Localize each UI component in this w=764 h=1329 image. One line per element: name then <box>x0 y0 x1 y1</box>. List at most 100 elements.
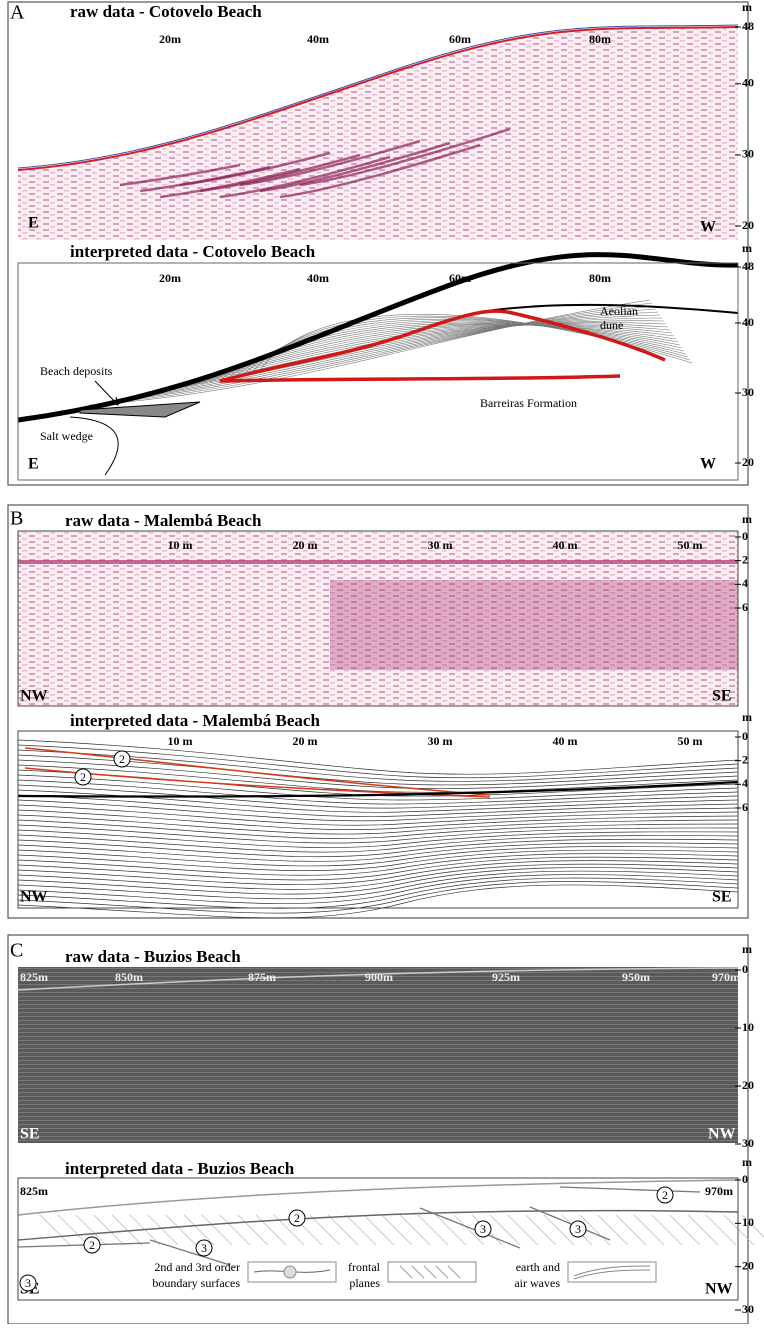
distance-label: 10 m <box>168 538 193 552</box>
legend-label: 2nd and 3rd order <box>154 1260 240 1274</box>
section-title: interpreted data - Cotovelo Beach <box>70 242 316 261</box>
depth-label: 0 <box>742 962 748 976</box>
frame <box>17 730 739 909</box>
direction-label: NW <box>20 688 48 705</box>
radargram-texture <box>18 28 738 240</box>
stratum <box>17 834 739 853</box>
annotation: Aeolian <box>600 304 638 318</box>
annotation: dune <box>600 318 623 332</box>
stratum <box>17 867 739 895</box>
depth-label: 30 <box>742 147 754 161</box>
distance-label: 50 m <box>678 734 703 748</box>
depth-label: 2 <box>742 752 748 766</box>
frontal-plane <box>57 1214 89 1246</box>
section-bg <box>18 263 738 480</box>
distance-label: 900m <box>365 970 393 984</box>
legend-label: planes <box>349 1276 380 1290</box>
distance-label: 20 m <box>293 538 318 552</box>
stratum <box>17 749 739 782</box>
distance-label: 30 m <box>428 734 453 748</box>
stratum <box>105 305 655 403</box>
depth-label: 6 <box>742 600 748 614</box>
frontal-plane <box>543 1214 575 1246</box>
stratum <box>17 814 739 835</box>
stratum <box>17 799 739 822</box>
frontal-plane <box>363 1214 395 1246</box>
frontal-plane <box>255 1214 287 1246</box>
stratum <box>17 774 739 801</box>
frontal-plane <box>453 1214 485 1246</box>
frontal-plane <box>165 1214 197 1246</box>
depth-label: 30 <box>742 385 754 399</box>
frontal-plane <box>345 1214 377 1246</box>
annotation: Barreiras Formation <box>480 396 577 410</box>
frame <box>17 530 739 707</box>
surface <box>17 967 739 991</box>
frontal-plane <box>615 1214 647 1246</box>
order-marker-label: 3 <box>25 1276 31 1290</box>
stratum <box>89 299 651 406</box>
distance-label: 825m <box>20 1184 48 1198</box>
direction-label: NW <box>705 1281 733 1298</box>
stratum <box>129 314 661 398</box>
direction-label: SE <box>712 889 732 906</box>
frontal-plane <box>525 1214 557 1246</box>
section-image <box>17 530 739 707</box>
distance-label: 60m <box>449 271 471 285</box>
frontal-plane <box>309 1214 341 1246</box>
direction-label: E <box>28 215 39 232</box>
legend-swatch <box>567 1261 657 1283</box>
direction-label: SE <box>20 1126 40 1143</box>
reflector <box>299 127 511 187</box>
stratum <box>17 853 739 876</box>
distance-label: 10 m <box>168 734 193 748</box>
panel-frame <box>7 1 749 486</box>
dune-base <box>479 303 739 314</box>
direction-label: W <box>700 219 716 236</box>
depth-label: 48 <box>742 259 754 273</box>
stratum <box>113 308 657 401</box>
frontal-plane <box>597 1214 629 1246</box>
section-image <box>17 24 739 240</box>
legend-line <box>399 1265 413 1279</box>
depth-label: 6 <box>742 800 748 814</box>
distance-label: 30 m <box>428 538 453 552</box>
stratum <box>17 739 739 775</box>
stratum <box>97 302 653 404</box>
direction-label: NW <box>20 889 48 906</box>
distance-label: 20m <box>159 32 181 46</box>
stratum <box>17 874 739 904</box>
section-title: interpreted data - Malembá Beach <box>70 711 320 730</box>
frontal-plane <box>705 1214 737 1246</box>
legend-line <box>447 1265 461 1279</box>
legend-line <box>573 1265 651 1277</box>
legend-label: air waves <box>514 1276 560 1290</box>
distance-label: 875m <box>248 970 276 984</box>
frontal-plane <box>435 1214 467 1246</box>
frontal-plane <box>723 1214 755 1246</box>
frontal-plane <box>381 1214 413 1246</box>
order-marker-label: 3 <box>575 1222 581 1236</box>
order-marker <box>19 1274 37 1292</box>
stratum <box>17 794 739 817</box>
frontal-plane <box>111 1214 143 1246</box>
reflector <box>199 153 361 193</box>
order-marker <box>288 1209 306 1227</box>
depth-label: 20 <box>742 1258 754 1272</box>
section-title: raw data - Cotovelo Beach <box>70 2 262 21</box>
radargram-texture <box>18 967 738 1143</box>
frontal-plane <box>669 1214 701 1246</box>
frontal-plane <box>687 1214 719 1246</box>
reflector <box>179 151 331 187</box>
frontal-plane <box>219 1214 251 1246</box>
order-marker <box>74 768 92 786</box>
legend-label: earth and <box>516 1260 560 1274</box>
frontal-plane <box>489 1214 521 1246</box>
arrow <box>94 380 119 406</box>
stratum <box>17 754 739 786</box>
distance-label: 60m <box>449 32 471 46</box>
stratum <box>17 764 739 793</box>
depth-label: 4 <box>742 576 748 590</box>
stratum <box>17 744 739 779</box>
